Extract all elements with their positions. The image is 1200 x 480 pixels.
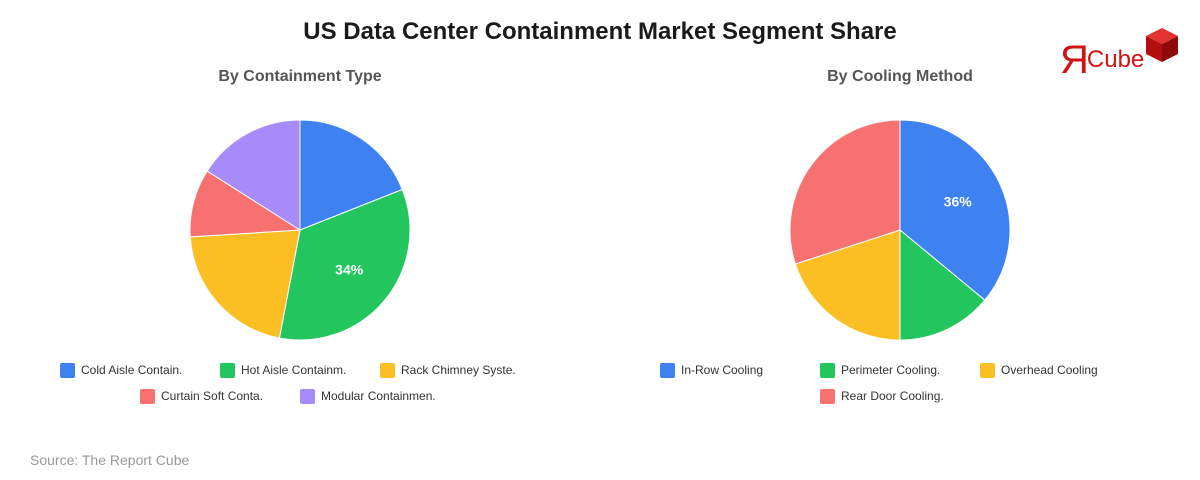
legend-item-in-row-cooling: In-Row Cooling (660, 362, 763, 378)
legend-label: In-Row Cooling (681, 363, 764, 377)
pie-slice-modular-containmen (206, 119, 301, 231)
report-cube-logo: ЯCube (1060, 26, 1184, 82)
data-label-in-row-cooling: 36% (944, 194, 973, 210)
pie-slice-perimeter-cooling (899, 228, 986, 341)
legend-item-modular-containmen: Modular Containmen. (300, 388, 436, 404)
chart-title: US Data Center Containment Market Segmen… (303, 18, 897, 45)
legend-item-overhead-cooling: Overhead Cooling (980, 362, 1098, 378)
legend-swatch (980, 362, 995, 378)
legend-swatch (660, 362, 675, 378)
logo-text: ЯCube (1060, 40, 1144, 80)
legend-item-hot-aisle-containm: Hot Aisle Containm. (220, 362, 346, 378)
legend-label: Cold Aisle Contain. (81, 363, 183, 377)
legend-label: Modular Containmen. (321, 389, 436, 403)
pie-slice-hot-aisle-containm (278, 188, 411, 341)
pie-slice-cold-aisle-contain (299, 119, 403, 231)
legend-swatch (60, 362, 75, 378)
legend-label: Rack Chimney Syste. (401, 363, 516, 377)
cube-icon (1146, 28, 1178, 62)
legend-item-rack-chimney-syste: Rack Chimney Syste. (380, 362, 516, 378)
legend-label: Curtain Soft Conta. (161, 389, 264, 403)
pie-slice-overhead-cooling (794, 229, 901, 341)
legend-label: Overhead Cooling (1001, 363, 1098, 377)
pie-chart-cooling-method: 36% (789, 119, 1011, 341)
pie-slice-rear-door-cooling (789, 119, 901, 265)
legend-label: Rear Door Cooling. (841, 389, 944, 403)
legend-item-cold-aisle-contain: Cold Aisle Contain. (60, 362, 182, 378)
legend-item-rear-door-cooling: Rear Door Cooling. (820, 388, 944, 404)
legend-swatch (820, 388, 835, 404)
logo-word: Cube (1086, 46, 1145, 73)
data-label-hot-aisle-containm: 34% (335, 261, 364, 277)
legend-item-perimeter-cooling: Perimeter Cooling. (820, 362, 940, 378)
legend-swatch (220, 362, 235, 378)
legend-swatch (820, 362, 835, 378)
legend-label: Perimeter Cooling. (841, 363, 941, 377)
legend-swatch (140, 388, 155, 404)
pie-chart-containment-type: 34% (189, 119, 411, 341)
legend-label: Hot Aisle Containm. (241, 363, 347, 377)
logo-mark: Я (1060, 38, 1089, 82)
legend-swatch (380, 362, 395, 378)
legend-item-curtain-soft-conta: Curtain Soft Conta. (140, 388, 263, 404)
pie-1-title: By Containment Type (218, 68, 382, 85)
pie-2-title: By Cooling Method (827, 68, 973, 85)
pie-slice-rack-chimney-syste (189, 229, 301, 339)
source-note: Source: The Report Cube (30, 452, 190, 468)
legend-swatch (300, 388, 315, 404)
pie-slice-in-row-cooling (899, 119, 1011, 301)
